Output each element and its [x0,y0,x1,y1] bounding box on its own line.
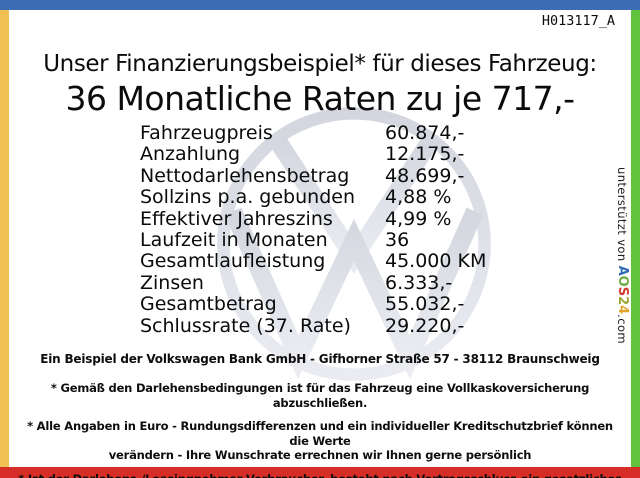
bank-address-line: Ein Beispiel der Volkswagen Bank GmbH - … [40,352,600,366]
row-value: 48.699,- [385,164,465,187]
row-value: 6.333,- [385,271,453,294]
table-row: Sollzins p.a. gebunden 4,88 % [140,186,510,209]
row-value: 55.032,- [385,293,465,316]
headline-monthly-rate: 36 Monatliche Raten zu je 717,- [65,79,575,118]
footer: Ein Beispiel der Volkswagen Bank GmbH - … [18,352,622,478]
aos24-logo: AOS24 [615,266,630,315]
footnote-line: * Gemäß den Darlehensbedingungen ist für… [50,381,590,410]
row-label: Zinsen [140,271,204,294]
row-value: 29.220,- [385,314,465,337]
row-value: 4,88 % [385,186,452,209]
row-label: Fahrzeugpreis [140,122,273,144]
row-value: 4,99 % [385,207,452,230]
row-label: Laufzeit in Monaten [140,229,328,252]
table-row: Nettodarlehensbetrag 48.699,- [140,164,510,187]
row-label: Effektiver Jahreszins [140,207,333,230]
table-row: Schlussrate (37. Rate) 29.220,- [140,314,510,337]
row-value: 36 [385,229,410,252]
table-row: Gesamtlaufleistung 45.000 KM [140,250,510,273]
top-border-bar [0,0,640,10]
aos24-letter: O [615,275,630,287]
table-row: Gesamtbetrag 55.032,- [140,293,510,316]
vw-logo-watermark [217,107,491,381]
row-label: Sollzins p.a. gebunden [140,186,355,209]
row-value: 45.000 KM [385,250,487,273]
aos24-letter: A [615,265,630,276]
row-label: Nettodarlehensbetrag [140,164,350,187]
bottom-border-bar [0,467,640,478]
aos24-letter: 2 [615,296,630,306]
aos24-letter: 4 [615,305,630,315]
footnote-line: verändern - Ihre Wunschrate errechnen wi… [108,448,532,462]
row-value: 12.175,- [385,143,465,166]
footnote-withdrawal-right: * Ist der Darlehens-/Leasingnehmer Verbr… [18,472,622,478]
footnote-insurance: * Gemäß den Darlehensbedingungen ist für… [18,381,622,410]
side-caption-suffix: .com [615,314,629,344]
side-caption-prefix: unterstützt von [615,167,629,266]
document-code: H013117_A [541,13,615,29]
footnote-line: * Alle Angaben in Euro - Rundungsdiffere… [27,419,613,448]
left-border-stripe [0,10,9,467]
table-row: Anzahlung 12.175,- [140,143,510,166]
table-row: Fahrzeugpreis 60.874,- [140,122,510,144]
right-border-stripe [631,10,640,467]
footnote-euro-values: * Alle Angaben in Euro - Rundungsdiffere… [18,419,622,463]
headline-intro: Unser Finanzierungsbeispiel* für dieses … [43,51,597,77]
row-label: Gesamtbetrag [140,293,277,316]
row-label: Gesamtlaufleistung [140,250,326,273]
side-caption: unterstützt von AOS24.com [615,167,630,344]
finance-table: Fahrzeugpreis 60.874,- Anzahlung 12.175,… [140,122,510,337]
aos24-letter: S [615,286,630,297]
table-row: Laufzeit in Monaten 36 [140,229,510,252]
footnote-line: * Ist der Darlehens-/Leasingnehmer Verbr… [18,472,622,478]
row-value: 60.874,- [385,122,465,144]
table-row: Zinsen 6.333,- [140,271,510,294]
table-row: Effektiver Jahreszins 4,99 % [140,207,510,230]
row-label: Anzahlung [140,143,241,166]
row-label: Schlussrate (37. Rate) [140,314,351,337]
